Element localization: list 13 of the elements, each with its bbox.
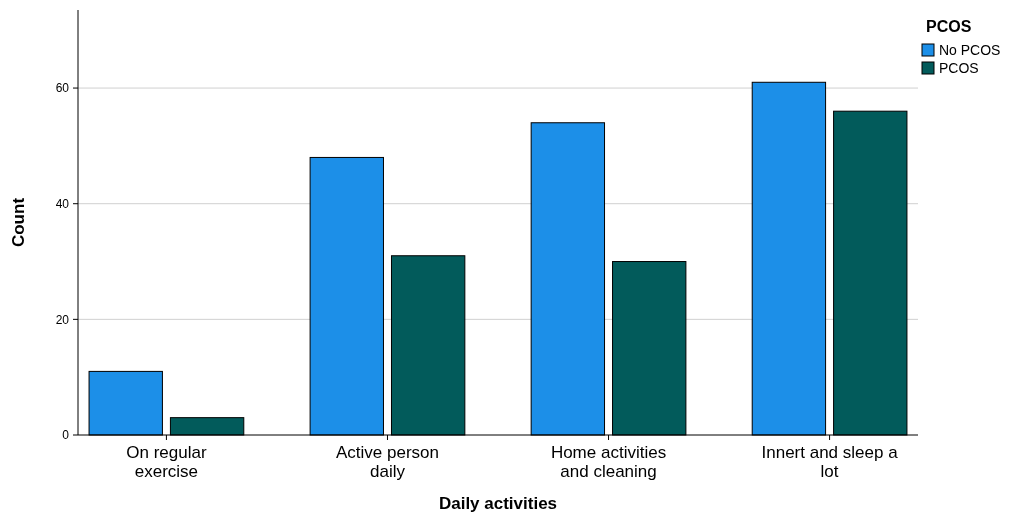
x-tick-label: Innert and sleep a lot (761, 443, 899, 481)
y-tick-label: 60 (55, 81, 70, 96)
x-axis-title: Daily activities (438, 494, 558, 513)
x-tick-label: Home activities and cleaning (550, 443, 667, 481)
legend-title: PCOS (926, 18, 972, 35)
x-tick-label: On regular exercise (126, 443, 207, 481)
y-axis-title: Count (9, 197, 28, 248)
x-tick-label: Active person daily (335, 443, 439, 481)
legend-label: PCOS (939, 60, 979, 76)
y-tick-label: 20 (55, 312, 70, 327)
y-tick-label: 40 (55, 196, 70, 211)
y-tick-label: 0 (62, 428, 70, 443)
legend-label: No PCOS (939, 42, 1001, 58)
